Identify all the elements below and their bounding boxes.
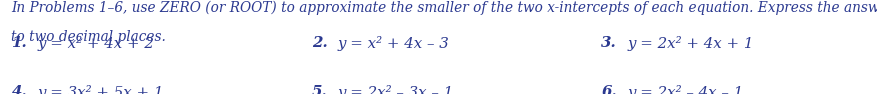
Text: 4.: 4. bbox=[11, 85, 27, 94]
Text: y = 2x² + 4x + 1: y = 2x² + 4x + 1 bbox=[627, 36, 753, 51]
Text: y = 2x² – 4x – 1: y = 2x² – 4x – 1 bbox=[627, 85, 743, 94]
Text: to two decimal places.: to two decimal places. bbox=[11, 30, 166, 44]
Text: 6.: 6. bbox=[601, 85, 617, 94]
Text: y = 2x² – 3x – 1: y = 2x² – 3x – 1 bbox=[338, 85, 453, 94]
Text: 1.: 1. bbox=[11, 36, 27, 50]
Text: 2.: 2. bbox=[311, 36, 327, 50]
Text: y = x² + 4x – 3: y = x² + 4x – 3 bbox=[338, 36, 449, 51]
Text: 3.: 3. bbox=[601, 36, 617, 50]
Text: y = x² + 4x + 2: y = x² + 4x + 2 bbox=[38, 36, 154, 51]
Text: 5.: 5. bbox=[311, 85, 327, 94]
Text: In Problems 1–6, use ZERO (or ROOT) to approximate the smaller of the two x-inte: In Problems 1–6, use ZERO (or ROOT) to a… bbox=[11, 0, 877, 15]
Text: y = 3x² + 5x + 1: y = 3x² + 5x + 1 bbox=[38, 85, 164, 94]
